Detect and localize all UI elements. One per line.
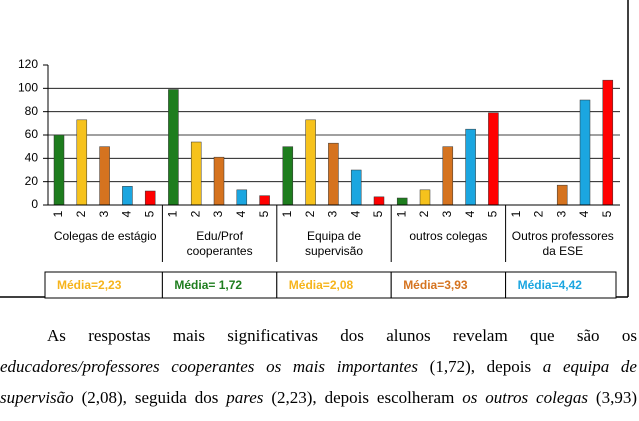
bar bbox=[465, 128, 476, 206]
bar bbox=[579, 99, 591, 206]
bar bbox=[442, 146, 454, 206]
bar bbox=[396, 197, 408, 206]
group-label: outros colegas bbox=[409, 229, 487, 243]
average-box bbox=[44, 271, 163, 299]
bar bbox=[190, 141, 202, 206]
text-segment: (3,93) bbox=[587, 388, 637, 407]
x-tick-label: 1 bbox=[280, 210, 294, 217]
bar bbox=[144, 190, 156, 206]
text-segment: educadores/professores cooperantes os ma… bbox=[0, 357, 418, 376]
bar bbox=[419, 189, 431, 206]
x-tick-label: 3 bbox=[440, 210, 454, 217]
text-segment: (1,72), depois bbox=[417, 357, 543, 376]
average-label: Média=3,93 bbox=[403, 278, 468, 292]
y-tick-label: 100 bbox=[18, 81, 38, 95]
average-box bbox=[390, 271, 507, 299]
y-tick-label: 60 bbox=[25, 127, 39, 141]
average-label: Média=2,23 bbox=[57, 278, 122, 292]
text-segment: (2,23), depois escolheram bbox=[263, 388, 463, 407]
bar bbox=[556, 184, 568, 206]
text-segment: os outros colegas bbox=[462, 388, 588, 407]
chart: 0 20 40 60 80 100 120 1 2 3 4 5 Colegas de estágio Mé… bbox=[0, 0, 629, 299]
y-tick-label: 0 bbox=[31, 197, 38, 211]
x-tick-label: 3 bbox=[97, 210, 111, 217]
bar bbox=[122, 186, 133, 206]
average-label: Média= 1,72 bbox=[174, 278, 242, 292]
group-label: cooperantes bbox=[187, 244, 253, 258]
x-tick-label: 4 bbox=[234, 210, 248, 217]
group-label: da ESE bbox=[542, 244, 583, 258]
x-tick-label: 1 bbox=[394, 210, 408, 217]
x-tick-label: 4 bbox=[348, 210, 362, 217]
average-label: Média=2,08 bbox=[289, 278, 354, 292]
group-label: Edu/Prof bbox=[196, 229, 243, 243]
x-tick-label: 4 bbox=[120, 210, 134, 217]
text-segment: pares bbox=[226, 388, 264, 407]
bar bbox=[373, 196, 385, 206]
bar bbox=[259, 195, 270, 206]
y-tick-label: 80 bbox=[25, 104, 39, 118]
bar bbox=[305, 119, 316, 206]
x-tick-label: 1 bbox=[509, 210, 523, 217]
average-box bbox=[161, 271, 278, 299]
x-tick-label: 2 bbox=[74, 210, 88, 217]
group-label: Outros professores bbox=[512, 229, 614, 243]
x-tick-label: 3 bbox=[326, 210, 340, 217]
y-tick-label: 20 bbox=[25, 174, 39, 188]
bar bbox=[488, 112, 499, 206]
y-tick-label: 120 bbox=[18, 57, 38, 71]
x-tick-label: 4 bbox=[463, 210, 477, 217]
x-tick-label: 5 bbox=[371, 210, 385, 217]
y-tick-label: 40 bbox=[25, 151, 39, 165]
bar bbox=[76, 119, 88, 206]
x-tick-label: 2 bbox=[188, 210, 202, 217]
bar bbox=[99, 146, 110, 206]
bar bbox=[213, 156, 225, 206]
x-tick-label: 5 bbox=[142, 210, 156, 217]
bar bbox=[350, 169, 362, 206]
x-tick-label: 2 bbox=[303, 210, 317, 217]
bar bbox=[236, 189, 248, 206]
bar bbox=[168, 89, 179, 206]
bar bbox=[602, 79, 614, 206]
x-tick-label: 3 bbox=[554, 210, 568, 217]
x-tick-label: 2 bbox=[532, 210, 546, 217]
text-segment: a equipa de supervisão bbox=[0, 357, 637, 407]
group-label: Equipa de bbox=[307, 229, 361, 243]
group-label: Colegas de estágio bbox=[54, 229, 157, 243]
x-tick-label: 1 bbox=[51, 210, 65, 217]
x-tick-label: 2 bbox=[417, 210, 431, 217]
group-label: supervisão bbox=[305, 244, 363, 258]
text-segment: (2,08), seguida dos bbox=[73, 388, 227, 407]
x-tick-label: 5 bbox=[600, 210, 614, 217]
x-tick-label: 4 bbox=[577, 210, 591, 217]
average-label: Média=4,42 bbox=[518, 278, 583, 292]
bar bbox=[53, 134, 65, 206]
average-box bbox=[505, 271, 617, 299]
bar bbox=[328, 142, 339, 206]
x-tick-label: 3 bbox=[211, 210, 225, 217]
x-tick-label: 5 bbox=[257, 210, 271, 217]
average-box bbox=[276, 271, 392, 299]
paragraph: As respostas mais significativas dos alu… bbox=[0, 320, 637, 413]
bar bbox=[282, 146, 294, 206]
x-tick-label: 5 bbox=[486, 210, 500, 217]
x-tick-label: 1 bbox=[166, 210, 180, 217]
text-segment: As respostas mais significativas dos alu… bbox=[47, 326, 637, 345]
